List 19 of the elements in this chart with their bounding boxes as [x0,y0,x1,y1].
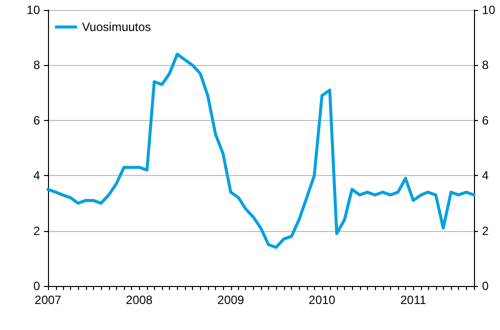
x-tick-label: 2009 [217,293,244,307]
y2-tick-label: 8 [482,58,489,72]
y2-tick-label: 10 [482,3,496,17]
y2-tick-label: 6 [482,113,489,128]
y-tick-label: 10 [26,3,40,17]
legend-label: Vuosimuutos [82,20,151,34]
line-series [46,52,476,249]
y2-tick-label: 4 [482,168,489,183]
x-tick-label: 2010 [308,293,336,307]
y-tick-label: 0 [33,279,40,293]
x-tick-label: 2008 [126,293,153,307]
y-tick-label: 6 [33,113,40,128]
x-tick-label: 2011 [400,293,426,307]
y-tick-label: 8 [33,58,40,72]
y2-tick-label: 2 [482,224,489,238]
y-tick-label: 4 [33,168,40,183]
y2-tick-label: 0 [482,279,489,293]
x-tick-label: 2007 [34,293,62,307]
y-tick-label: 2 [33,224,40,238]
